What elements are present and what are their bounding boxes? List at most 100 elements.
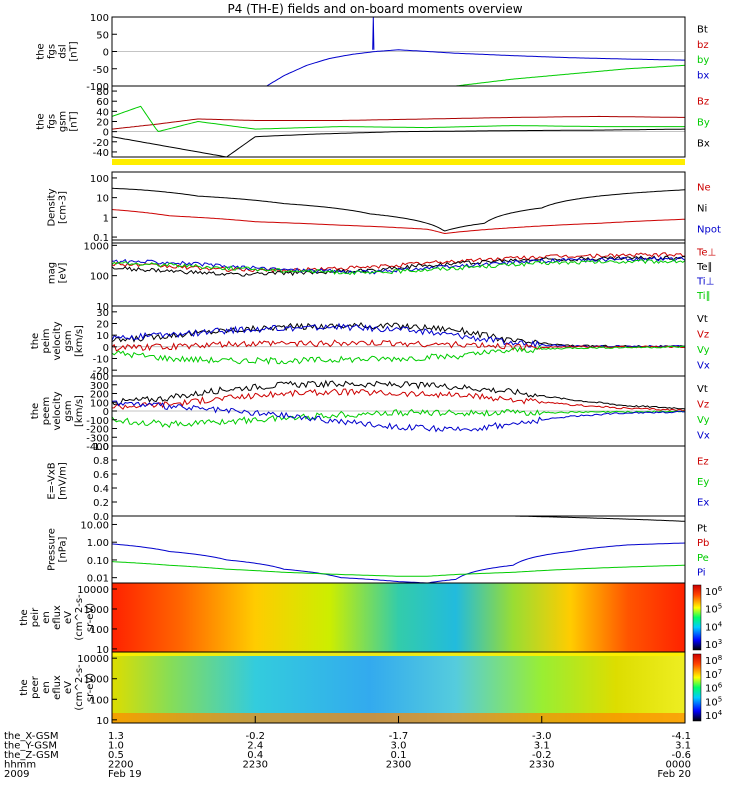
x-axis-labels: the_X-GSM 1.3 -0.2 -1.7 -3.0 -4.1 the_Y-GSM 1.0… [4,716,691,780]
x-row-label: hhmm [4,760,36,771]
y-tick-label: 10000 [77,654,109,665]
legend-entry: Vt [697,314,708,325]
colorbar-tick: 105 [705,695,722,708]
figure-title: P4 (TH-E) fields and on-board moments ov… [227,2,522,16]
legend-entry: Pb [697,538,709,549]
y-axis-label: dsl [58,44,69,58]
legend-entry: Vx [697,430,710,441]
legend-entry: Bx [697,139,710,150]
y-tick-label: 0.1 [93,233,109,244]
y-axis-label: peir [30,607,41,627]
y-axis-label: [km/s] [74,395,85,427]
series-Te⊥ [112,252,685,274]
x-row-value: -4.1 [671,731,691,742]
colorbar-tick: 106 [705,585,723,598]
spectrogram-top-band [112,652,685,656]
series-Vy [112,408,685,429]
y-tick-label: 1 [103,213,109,224]
x-row-value: 1.0 [108,741,124,752]
series-Ni [112,187,685,232]
y-axis-label: the [19,679,30,695]
y-tick-label: 300 [90,381,109,392]
colorbar-peer_spectrogram [692,653,702,722]
y-tick-label: 10 [96,331,109,342]
x-row-value: -0.2 [245,731,265,742]
y-tick-label: 0.2 [93,498,109,509]
colorbar-peir_spectrogram [692,584,702,651]
legend-entry: Ex [697,498,709,509]
panel-peir_spectrogram: 106 105 104 103 10000 1000 100 10 the peir en eflux… [19,582,723,656]
y-axis-label: E=-VxB [47,462,58,499]
y-axis-label: [nT] [69,111,80,131]
legend-entry: Te∥ [696,262,713,273]
y-axis-label: Density [47,188,58,226]
y-tick-label: 0.6 [93,470,109,481]
y-tick-label: 100 [90,272,109,283]
y-axis-label: Pressure [47,528,58,571]
y-tick-label: -10 [93,355,109,366]
y-tick-label: 30 [96,308,109,319]
panel-density: 100 10 1 0.1 Density [cm-3] Ne Ni Npot [47,171,721,244]
y-tick-label: 10 [96,645,109,656]
series-Vt [112,379,685,410]
y-tick-label: -100 [86,416,109,427]
x-row-value: 2330 [529,760,554,771]
y-axis-label: gsm [63,400,74,421]
panel-frame [111,515,686,584]
panel-frame [111,85,686,158]
y-axis-label: [nPa] [58,536,69,562]
series-By [112,105,685,133]
legend-entry: Ey [697,477,709,488]
legend-entry: Pe [697,553,709,564]
y-tick-label: 0 [103,128,109,139]
y-axis-label: (cm^2-s- [74,664,85,711]
y-tick-label: -100 [86,82,109,93]
series-Vz [112,339,685,352]
legend-entry: Ti⊥ [696,276,714,287]
legend-entry: Ni [697,204,707,215]
x-row-label: the_Z-GSM [4,750,59,761]
x-row-value: 1.3 [108,731,124,742]
y-axis-label: eV [63,611,74,624]
y-axis-label: [cm-3] [58,191,69,224]
legend-entry: Ti∥ [696,291,711,302]
y-axis-label: eflux [52,605,63,630]
series-Bt [372,17,375,50]
legend-entry: Te⊥ [696,247,716,258]
x-row-value: 3.1 [534,741,550,752]
y-tick-label: 10 [96,302,109,313]
colorbar-tick: 104 [705,709,723,722]
y-tick-label: -20 [93,366,109,377]
panel-frame [111,445,686,517]
legend-entry: Vz [697,329,709,340]
y-tick-label: -50 [93,65,109,76]
series-Vz [112,388,685,412]
colorbar-tick: 108 [705,654,722,667]
y-axis-label: peem [41,397,52,425]
legend-entry: Vt [697,384,708,395]
y-axis-label: eV [63,681,74,694]
series-Vy [112,345,685,366]
y-axis-label: en [41,611,52,624]
legend-entry: by [697,55,709,66]
legend-entry: Pt [697,523,707,534]
y-tick-label: 10 [96,194,109,205]
y-tick-label: -300 [86,433,109,444]
series-Ne [112,209,685,235]
y-tick-label: 10.00 [80,520,109,531]
y-axis-label: [eV] [58,263,69,284]
y-axis-label: gsm [63,330,74,351]
panel-mag: 1000 100 10 mag [eV] Te⊥ Te∥ Ti⊥ Ti∥ [47,239,716,313]
y-tick-label: 20 [96,320,109,331]
legend-entry: Npot [697,225,721,236]
y-tick-label: 60 [96,97,109,108]
y-tick-label: 0.8 [93,456,109,467]
y-axis-label: peim [41,328,52,353]
y-tick-label: 100 [90,13,109,24]
y-axis-label: the [30,333,41,349]
x-row-value: 2230 [243,760,268,771]
y-axis-label: [mV/m] [58,462,69,500]
series-Ti∥ [112,258,685,276]
